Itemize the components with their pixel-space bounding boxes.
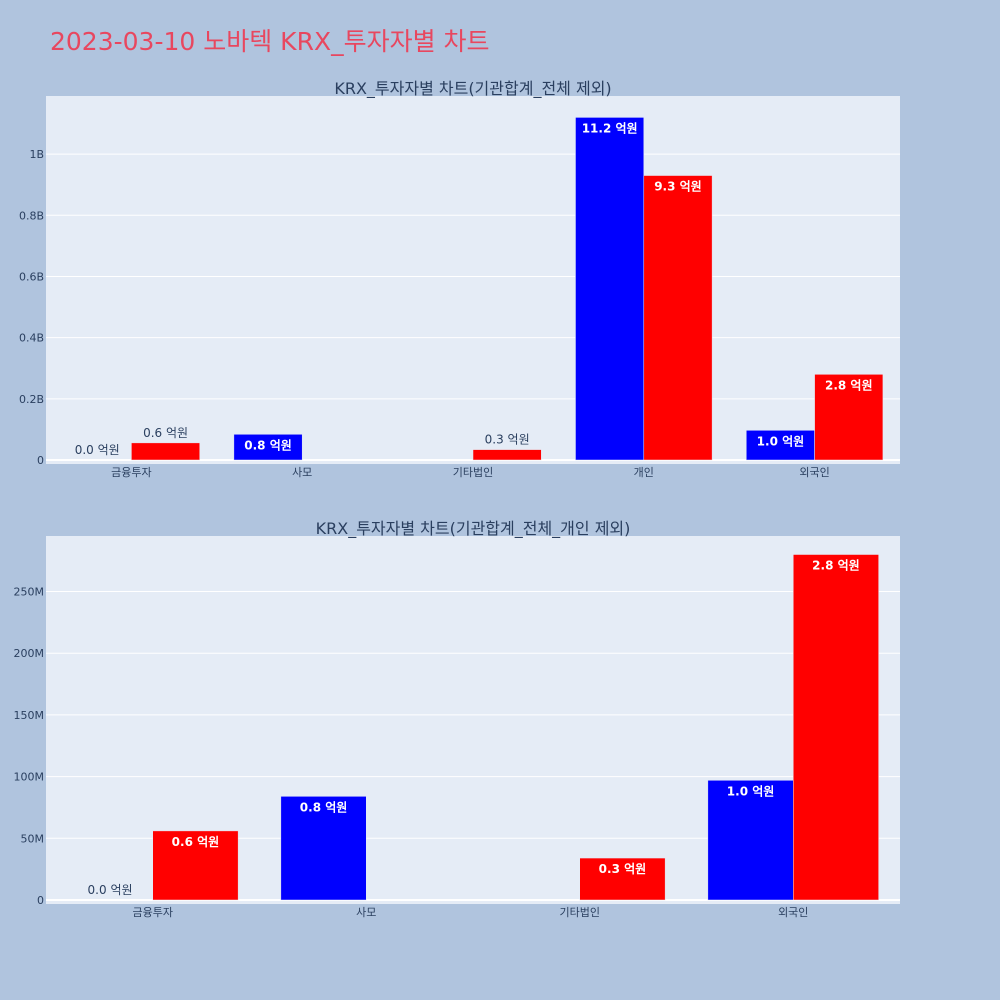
x-tick-label: 외국인 bbox=[778, 906, 808, 919]
bar bbox=[707, 780, 794, 901]
data-label: 2.8 억원 bbox=[812, 559, 860, 573]
data-label: 0.8 억원 bbox=[244, 438, 292, 452]
data-label: 0.0 억원 bbox=[75, 443, 120, 457]
chart-panel-1: 0 0.2B 0.4B 0.6B 0.8B 1B KRX_투자자별 차트(기관합계_전체 제… bbox=[19, 79, 900, 479]
bar bbox=[472, 449, 542, 461]
bar bbox=[152, 830, 239, 901]
y-tick-label: 250M bbox=[14, 586, 45, 599]
data-label: 0.3 억원 bbox=[599, 862, 647, 876]
chart-title: KRX_투자자별 차트(기관합계_전체_개인 제외) bbox=[316, 519, 631, 539]
y-tick-label: 100M bbox=[14, 771, 45, 784]
data-label: 11.2 억원 bbox=[582, 121, 638, 135]
x-tick-label: 금융투자 bbox=[133, 906, 173, 919]
data-label: 1.0 억원 bbox=[757, 434, 805, 448]
y-tick-label: 0.2B bbox=[19, 393, 44, 406]
x-tick-label: 사모 bbox=[356, 906, 376, 919]
y-tick-label: 1B bbox=[29, 148, 44, 161]
bar bbox=[131, 442, 200, 461]
bar bbox=[793, 554, 879, 901]
y-tick-label: 50M bbox=[21, 832, 45, 845]
x-tick-label: 금융투자 bbox=[111, 466, 151, 479]
x-tick-label: 사모 bbox=[292, 466, 312, 479]
data-label: 0.3 억원 bbox=[485, 433, 530, 447]
bar bbox=[280, 796, 367, 901]
bar bbox=[233, 434, 303, 461]
y-tick-label: 0.6B bbox=[19, 270, 44, 283]
chart-panel-2: 0 50M 100M 150M 200M 250M KRX_투자자별 차트(기관합계_전체_… bbox=[14, 519, 900, 919]
x-tick-label: 외국인 bbox=[799, 466, 829, 479]
data-label: 0.8 억원 bbox=[300, 800, 348, 814]
x-tick-label: 기타법인 bbox=[560, 906, 600, 919]
bar bbox=[643, 175, 713, 461]
page-title: 2023-03-10 노바텍 KRX_투자자별 차트 bbox=[50, 27, 490, 56]
chart-title: KRX_투자자별 차트(기관합계_전체 제외) bbox=[334, 79, 611, 99]
plot-area bbox=[46, 96, 900, 464]
data-label: 9.3 억원 bbox=[654, 180, 702, 194]
bar bbox=[579, 857, 666, 901]
y-tick-label: 150M bbox=[14, 709, 45, 722]
y-tick-label: 0 bbox=[37, 454, 44, 467]
y-tick-label: 200M bbox=[14, 647, 45, 660]
y-tick-label: 0.8B bbox=[19, 209, 44, 222]
data-label: 0.0 억원 bbox=[88, 883, 133, 897]
bar bbox=[746, 430, 815, 461]
y-tick-label: 0.4B bbox=[19, 332, 44, 345]
data-label: 0.6 억원 bbox=[172, 835, 220, 849]
x-tick-label: 기타법인 bbox=[453, 466, 493, 479]
bar bbox=[575, 117, 645, 461]
data-label: 0.6 억원 bbox=[143, 426, 188, 440]
x-tick-label: 개인 bbox=[634, 466, 654, 479]
y-tick-label: 0 bbox=[37, 894, 44, 907]
data-label: 2.8 억원 bbox=[825, 378, 873, 392]
bar bbox=[814, 374, 884, 461]
data-label: 1.0 억원 bbox=[727, 784, 775, 798]
